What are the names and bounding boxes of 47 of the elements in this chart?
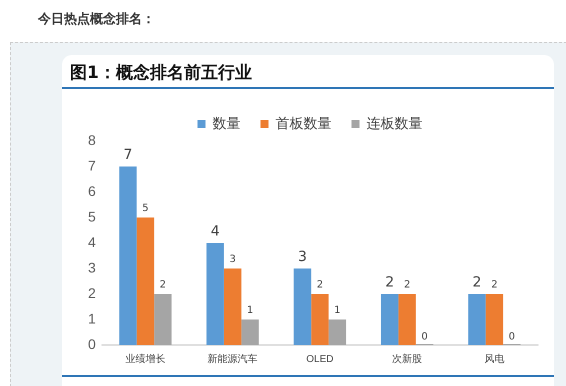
text: 今日热点概念排名： bbox=[38, 11, 155, 28]
data-label: 2 bbox=[472, 274, 482, 291]
data-label: 2 bbox=[404, 280, 410, 291]
bar bbox=[241, 320, 259, 345]
x-tick-label: 业绩增长 bbox=[125, 352, 166, 365]
x-tick-label: 次新股 bbox=[392, 352, 422, 365]
bar bbox=[224, 268, 242, 345]
data-label: 1 bbox=[334, 305, 341, 316]
data-label: 4 bbox=[210, 224, 220, 240]
bar bbox=[136, 218, 154, 345]
bar bbox=[294, 268, 312, 345]
data-label: 2 bbox=[385, 274, 394, 291]
data-label: 5 bbox=[142, 203, 149, 214]
legend-label: 数量 bbox=[212, 114, 240, 131]
chart-title: 图1：概念排名前五行业 bbox=[70, 62, 252, 84]
data-label: 7 bbox=[124, 147, 132, 164]
x-tick-label: 风电 bbox=[484, 352, 504, 365]
y-tick-label: 3 bbox=[88, 259, 96, 276]
bar bbox=[398, 294, 416, 345]
bar bbox=[468, 294, 486, 345]
bar bbox=[311, 294, 329, 345]
data-label: 3 bbox=[229, 254, 236, 266]
x-tick-label: 新能源汽车 bbox=[208, 352, 258, 365]
data-label: 2 bbox=[316, 280, 324, 291]
bar bbox=[119, 166, 137, 345]
y-tick-label: 8 bbox=[88, 132, 96, 148]
y-tick-label: 2 bbox=[88, 284, 96, 301]
y-tick-label: 0 bbox=[88, 336, 96, 352]
y-tick-label: 1 bbox=[88, 310, 96, 326]
y-tick-label: 7 bbox=[88, 157, 96, 174]
y-tick-label: 4 bbox=[88, 234, 96, 250]
legend-label: 首板数量 bbox=[276, 114, 332, 131]
bar bbox=[380, 294, 398, 345]
bar bbox=[206, 243, 224, 345]
data-label: 3 bbox=[298, 249, 307, 266]
data-label: 2 bbox=[160, 280, 166, 291]
legend-label: 连板数量 bbox=[366, 114, 422, 131]
y-tick-label: 6 bbox=[88, 182, 96, 199]
y-tick-label: 5 bbox=[88, 208, 96, 224]
x-tick-label: OLED bbox=[306, 354, 334, 365]
bar bbox=[486, 294, 504, 345]
bar bbox=[328, 320, 346, 345]
data-label: 2 bbox=[491, 280, 498, 291]
data-label: 1 bbox=[246, 305, 254, 316]
data-label: 0 bbox=[421, 332, 428, 343]
data-label: 0 bbox=[508, 332, 516, 343]
bar bbox=[154, 294, 172, 345]
